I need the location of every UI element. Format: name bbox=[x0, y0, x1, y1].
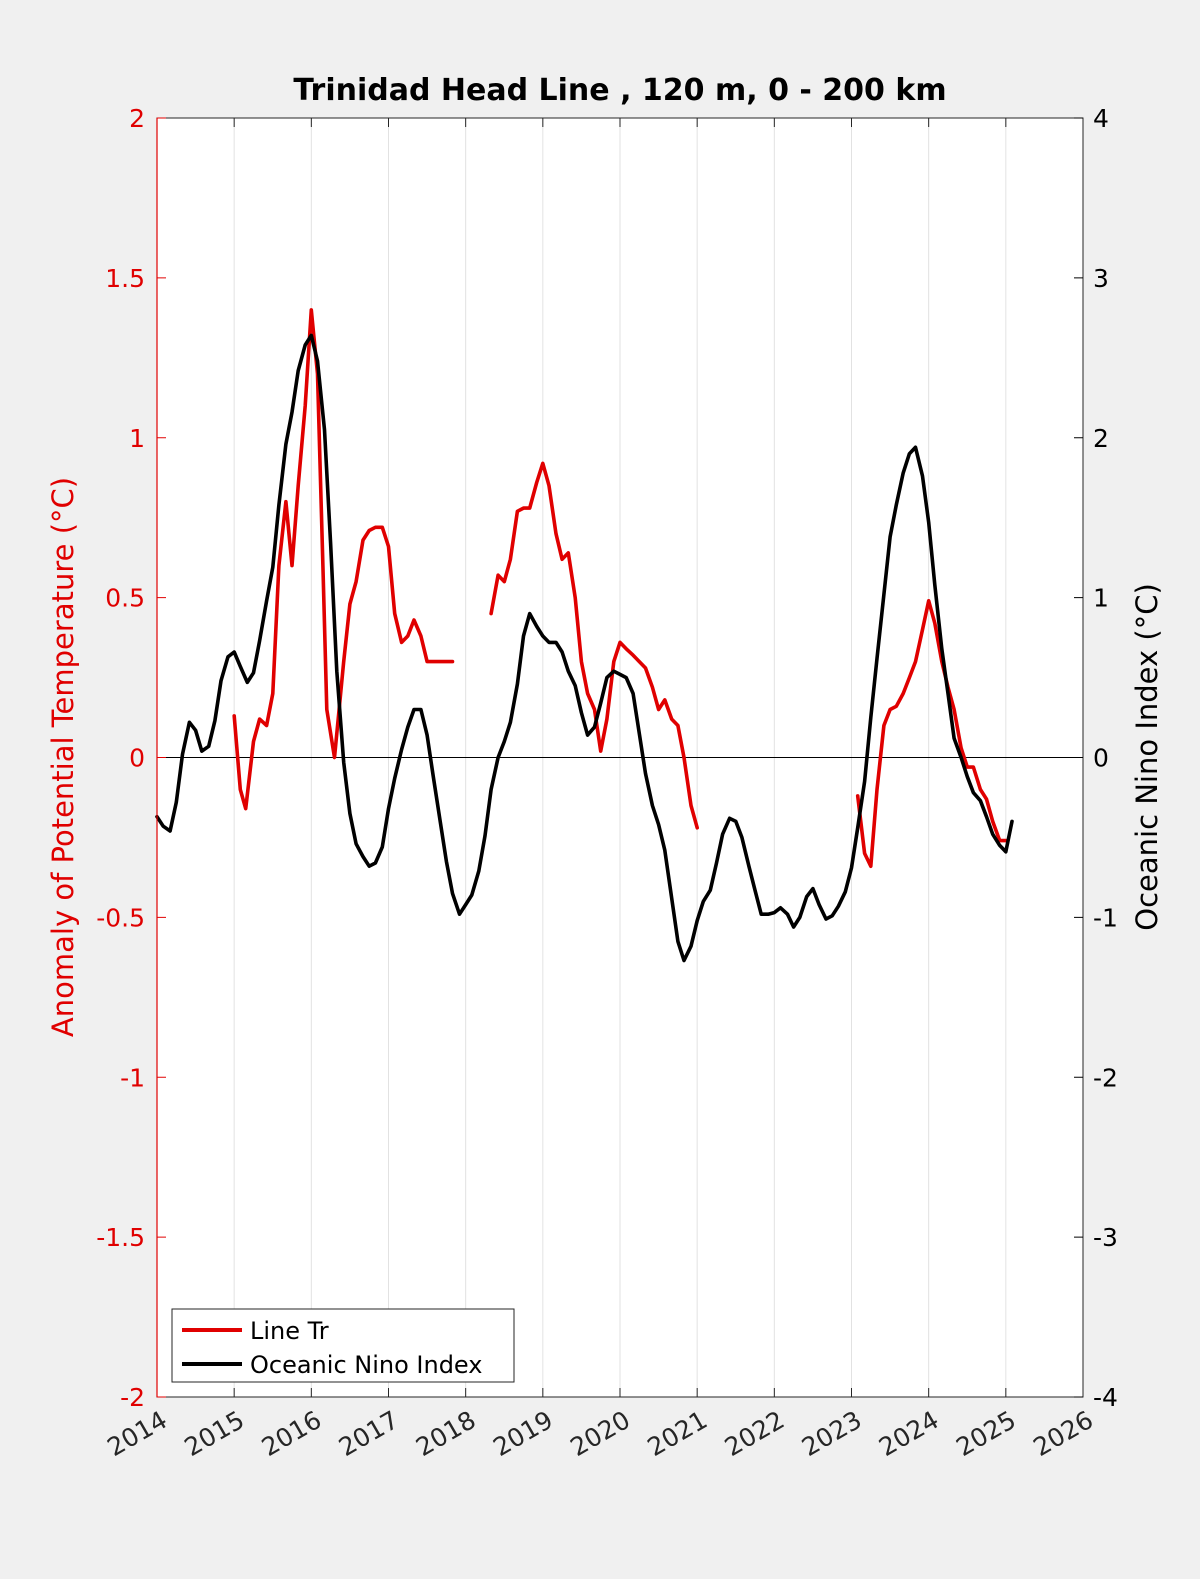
y-left-tick-label: -1.5 bbox=[96, 1223, 145, 1252]
y-right-tick-label: -3 bbox=[1093, 1223, 1118, 1252]
y-right-tick-label: 4 bbox=[1093, 104, 1109, 133]
legend-box bbox=[171, 1308, 515, 1383]
y-right-tick-label: -1 bbox=[1093, 903, 1118, 932]
y-right-tick-label: 0 bbox=[1093, 744, 1109, 773]
chart-title: Trinidad Head Line , 120 m, 0 - 200 km bbox=[293, 73, 946, 108]
y-left-tick-label: -0.5 bbox=[96, 903, 145, 932]
y-right-tick-label: 3 bbox=[1093, 264, 1109, 293]
y-axis-right-label: Oceanic Nino Index (°C) bbox=[1130, 583, 1164, 931]
y-left-tick-label: -2 bbox=[120, 1383, 145, 1412]
series-line-oni-segment-0 bbox=[155, 333, 1014, 963]
y-left-tick-label: -1 bbox=[120, 1063, 145, 1092]
y-right-tick-label: -4 bbox=[1093, 1383, 1118, 1412]
y-right-tick-label: 1 bbox=[1093, 584, 1109, 613]
legend: Line Tr Oceanic Nino Index bbox=[171, 1308, 515, 1383]
y-left-tick-label: 1.5 bbox=[105, 264, 145, 293]
legend-label-oni: Oceanic Nino Index bbox=[250, 1351, 482, 1379]
y-left-tick-label: 2 bbox=[129, 104, 145, 133]
y-right-tick-label: 2 bbox=[1093, 424, 1109, 453]
series-layer bbox=[155, 308, 1014, 963]
y-left-tick-label: 0.5 bbox=[105, 584, 145, 613]
series-line-line-tr-segment-0 bbox=[232, 308, 455, 811]
series-line-line-tr-segment-1 bbox=[489, 461, 700, 830]
y-left-tick-label: 0 bbox=[129, 744, 145, 773]
y-right-tick-label: -2 bbox=[1093, 1063, 1118, 1092]
series-line-line-tr-segment-2 bbox=[855, 598, 1008, 869]
y-axis-left-label: Anomaly of Potential Temperature (°C) bbox=[46, 477, 80, 1037]
y-left-tick-label: 1 bbox=[129, 424, 145, 453]
legend-label-line-tr: Line Tr bbox=[250, 1317, 329, 1345]
